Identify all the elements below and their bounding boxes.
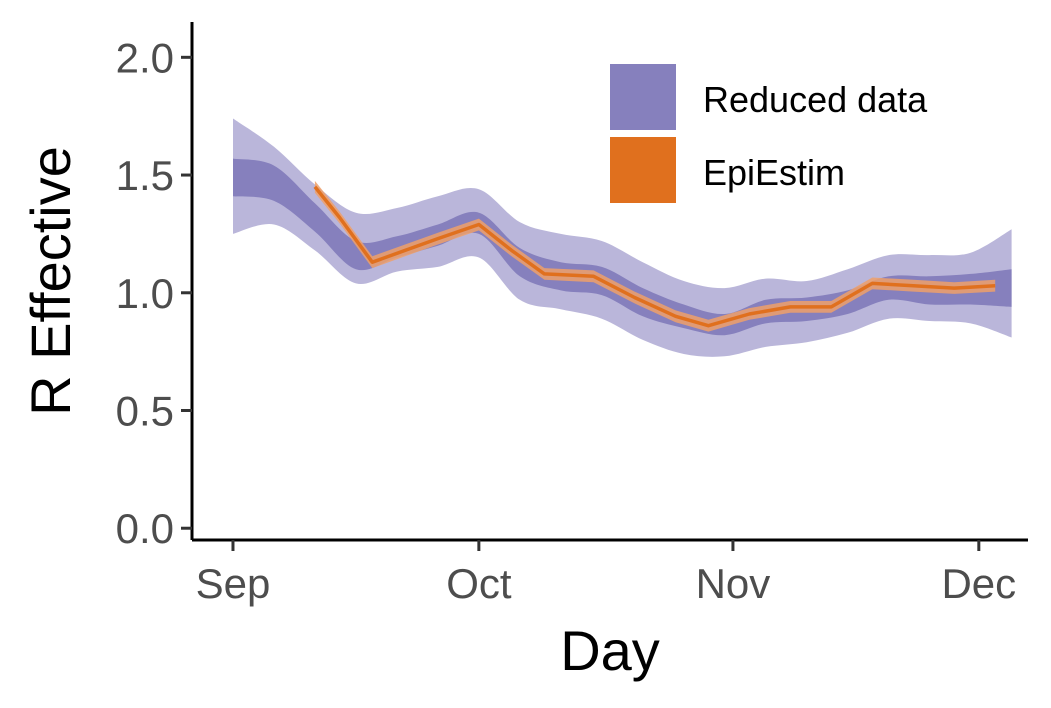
y-tick-label: 0.0	[116, 505, 174, 552]
axes	[190, 22, 1028, 542]
confidence-bands	[233, 118, 1012, 357]
legend-swatch-epiestim	[610, 137, 676, 203]
epiestim-band	[314, 180, 996, 332]
x-tick-label: Nov	[696, 560, 771, 607]
y-tick-label: 0.5	[116, 388, 174, 435]
y-axis-title: R Effective	[19, 146, 82, 416]
x-ticks: Sep Oct Nov Dec	[196, 540, 1016, 607]
legend: Reduced data EpiEstim	[610, 64, 928, 203]
x-tick-label: Sep	[196, 560, 271, 607]
legend-label-reduced-data: Reduced data	[703, 79, 928, 120]
legend-swatch-reduced-data	[610, 64, 676, 130]
y-tick-label: 1.0	[116, 270, 174, 317]
y-tick-label: 2.0	[116, 34, 174, 81]
reduced-data-inner-band	[233, 158, 1012, 336]
x-tick-label: Oct	[446, 560, 512, 607]
legend-label-epiestim: EpiEstim	[703, 152, 845, 193]
series-lines	[313, 180, 996, 332]
y-tick-label: 1.5	[116, 152, 174, 199]
x-tick-label: Dec	[941, 560, 1016, 607]
y-ticks: 0.0 0.5 1.0 1.5 2.0	[116, 34, 192, 552]
epiestim-line	[313, 185, 996, 328]
x-axis-title: Day	[560, 619, 660, 682]
